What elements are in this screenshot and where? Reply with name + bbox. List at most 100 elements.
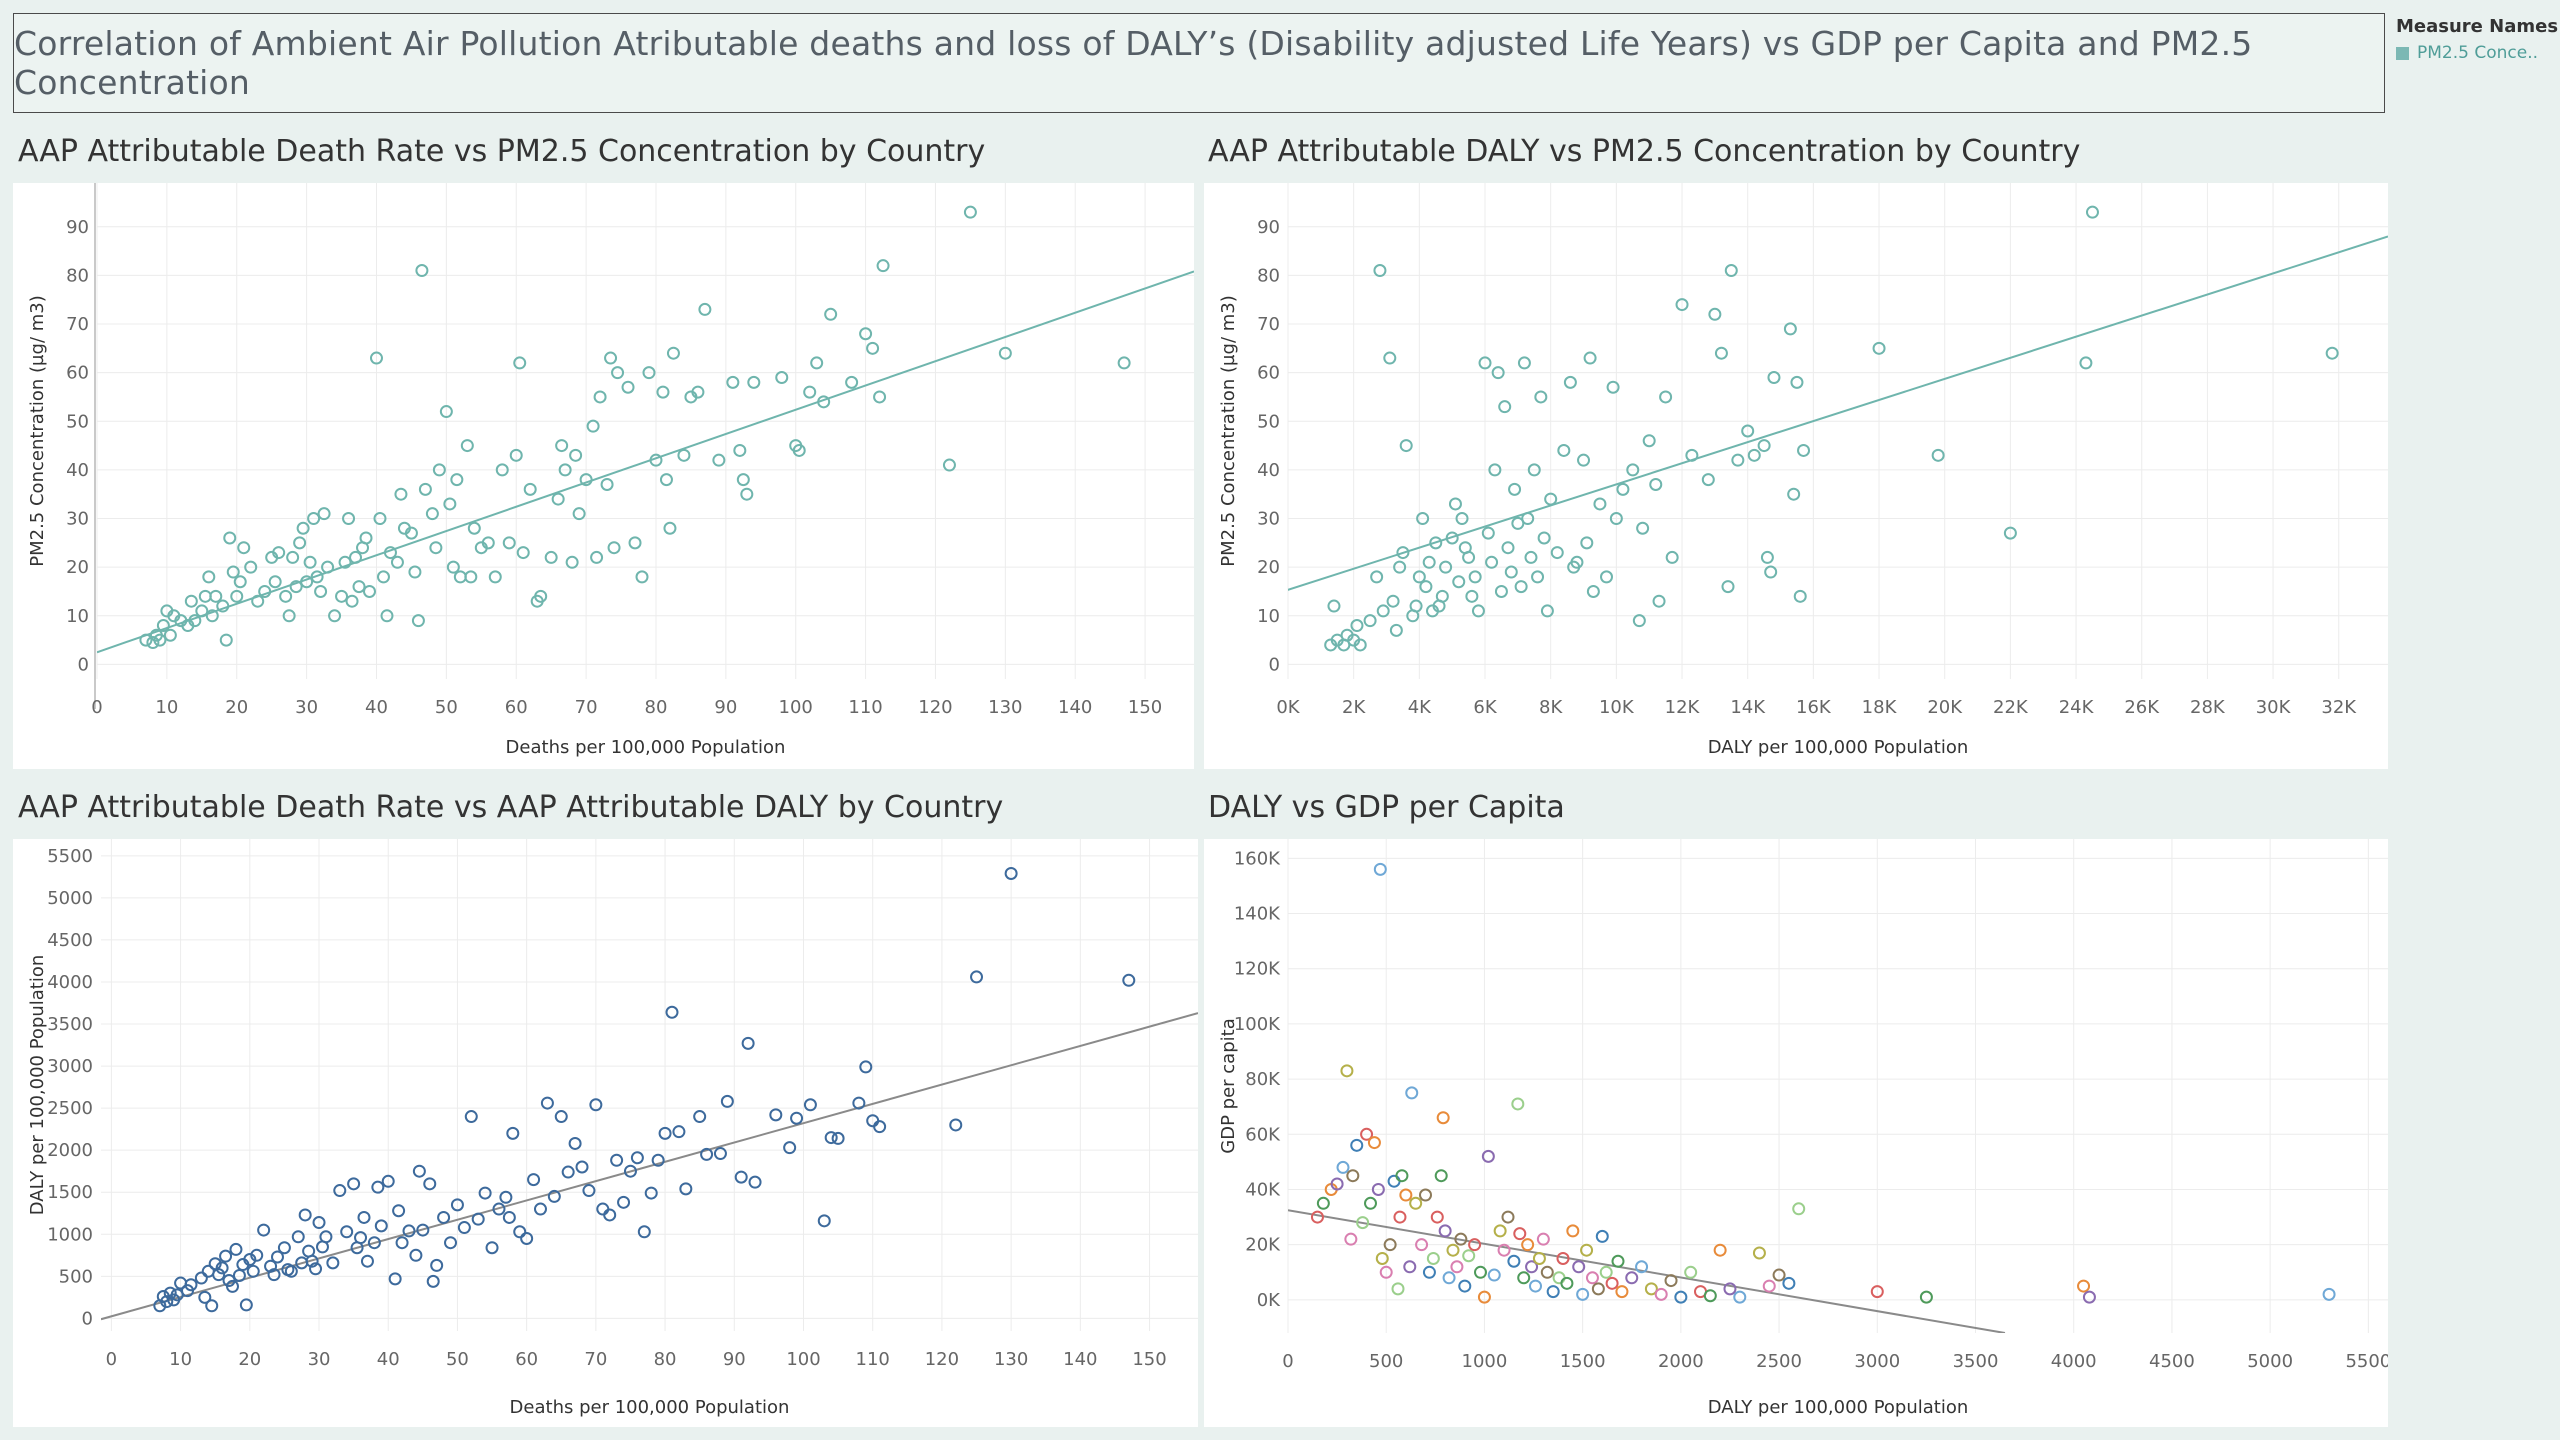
legend-item[interactable]: PM2.5 Conce.. <box>2396 43 2558 63</box>
y-tick-label: 120K <box>1234 959 1281 980</box>
y-axis-label: PM2.5 Concentration (µg/ m3) <box>1218 295 1239 567</box>
data-point <box>586 419 600 433</box>
data-point <box>1504 565 1518 579</box>
y-tick-label: 5000 <box>47 888 93 909</box>
data-point <box>1595 1229 1609 1243</box>
x-axis-label: Deaths per 100,000 Population <box>506 737 786 758</box>
data-point <box>1540 1265 1554 1279</box>
data-point <box>1792 1202 1806 1216</box>
data-point <box>352 580 366 594</box>
data-point <box>395 1236 409 1250</box>
data-point <box>666 346 680 360</box>
data-point <box>1524 550 1538 564</box>
x-tick-label: 20K <box>1927 697 1963 718</box>
x-tick-label: 30 <box>308 1349 331 1370</box>
trend-line <box>97 270 1194 654</box>
data-point <box>1488 463 1502 477</box>
y-tick-label: 20 <box>1257 557 1280 578</box>
data-point <box>579 473 593 487</box>
data-point <box>326 1256 340 1270</box>
data-point <box>488 570 502 584</box>
chart4-panel[interactable]: 0 500 1000 1500 2000 2500 3000 3500 4000 4500 5000… <box>1204 839 2388 1427</box>
chart2-title: AAP Attributable DALY vs PM2.5 Concentra… <box>1208 134 2081 169</box>
x-tick-label: 1500 <box>1560 1351 1606 1372</box>
data-point <box>1931 448 1945 462</box>
data-point <box>1373 264 1387 278</box>
data-point <box>1379 1265 1393 1279</box>
data-point <box>824 1131 838 1145</box>
chart2-panel[interactable]: 0K 2K 4K 6K 8K 10K 12K 14K 16K 18K 20K 22K 24K 26K 28K… <box>1204 183 2388 769</box>
data-point <box>226 565 240 579</box>
data-point <box>296 521 310 535</box>
data-point <box>509 448 523 462</box>
data-point <box>1474 1265 1487 1279</box>
data-point <box>277 1241 291 1255</box>
data-point <box>824 307 838 321</box>
data-point <box>233 575 247 589</box>
data-point <box>258 584 272 598</box>
chart3-panel[interactable]: 0 10 20 30 40 50 60 70 80 90 100 110 120 130 140 150 0 50… <box>13 839 1198 1427</box>
data-point <box>1872 341 1886 355</box>
data-point <box>1747 448 1761 462</box>
x-axis-label: DALY per 100,000 Population <box>1708 1397 1969 1418</box>
data-point <box>374 1219 388 1233</box>
data-point <box>270 1250 284 1264</box>
x-tick-label: 40 <box>377 1349 400 1370</box>
x-tick-label: 20 <box>238 1349 261 1370</box>
legend[interactable]: Measure Names PM2.5 Conce.. <box>2396 16 2558 63</box>
data-point <box>303 555 317 569</box>
data-point <box>651 1153 665 1167</box>
dashboard-title: Correlation of Ambient Air Pollution Atr… <box>14 24 2253 102</box>
x-tick-label: 20 <box>225 697 248 718</box>
data-point <box>219 1249 233 1263</box>
data-point <box>1122 973 1136 987</box>
data-point <box>376 570 390 584</box>
data-point <box>310 570 324 584</box>
data-point <box>1445 531 1459 545</box>
x-tick-label: 2500 <box>1756 1351 1802 1372</box>
data-point <box>1566 1224 1580 1238</box>
data-point <box>1787 487 1801 501</box>
x-tick-label: 26K <box>2124 697 2160 718</box>
data-point <box>1481 1149 1495 1163</box>
data-point <box>1471 604 1485 618</box>
data-point <box>1391 1282 1405 1296</box>
data-point <box>425 507 439 521</box>
data-point <box>1531 570 1545 584</box>
data-point <box>300 575 314 589</box>
data-point <box>2322 1287 2336 1301</box>
x-tick-label: 18K <box>1862 697 1898 718</box>
data-point <box>184 1278 198 1292</box>
data-point <box>360 1254 374 1268</box>
data-point <box>1733 1290 1747 1304</box>
x-tick-label: 2000 <box>1658 1351 1704 1372</box>
data-point <box>163 628 177 642</box>
data-point <box>1485 555 1499 569</box>
data-point <box>1652 594 1666 608</box>
data-point <box>1465 589 1479 603</box>
data-point <box>464 570 478 584</box>
data-point <box>212 1268 226 1282</box>
data-point <box>156 619 170 633</box>
legend-title: Measure Names <box>2396 16 2559 37</box>
data-point <box>659 473 673 487</box>
chart1-panel[interactable]: 0 10 20 30 40 50 60 70 80 90 100 110 120 130 140 150 0 10… <box>13 183 1194 769</box>
x-tick-label: 10 <box>155 697 178 718</box>
data-point <box>305 1254 319 1268</box>
data-point <box>1724 264 1738 278</box>
data-point <box>319 1230 333 1244</box>
data-point <box>229 1242 243 1256</box>
data-point <box>239 1298 253 1312</box>
data-point <box>195 604 209 618</box>
data-point <box>1556 1251 1570 1265</box>
data-point <box>623 1164 637 1178</box>
x-tick-label: 8K <box>1539 697 1563 718</box>
data-point <box>775 371 789 385</box>
data-point <box>790 1111 804 1125</box>
data-point <box>357 1210 371 1224</box>
data-point <box>293 536 307 550</box>
y-tick-label: 2000 <box>47 1140 93 1161</box>
data-point <box>380 609 394 623</box>
data-point <box>665 1005 679 1019</box>
data-point <box>712 453 726 467</box>
